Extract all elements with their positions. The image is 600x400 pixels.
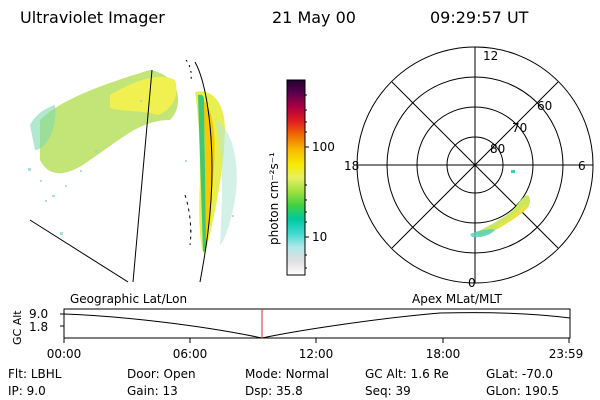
altitude-curve — [63, 312, 571, 339]
polar-label-6: 6 — [578, 159, 586, 173]
colorbar-units-label: photon cm⁻²s⁻¹ — [267, 152, 281, 245]
timeline-xtick-2359: 23:59 — [549, 347, 584, 361]
timeline-xtick-0000: 00:00 — [47, 347, 82, 361]
status-glon-value: 190.5 — [524, 384, 559, 398]
status-glon: GLon: 190.5 — [486, 384, 559, 398]
status-ip-value: 9.0 — [26, 384, 46, 398]
status-seq-key: Seq: — [365, 384, 392, 398]
timeline-axis-title: GC Alt — [11, 310, 24, 345]
colorbar-tick-100: 100 — [312, 140, 335, 154]
status-ip-key: IP: — [8, 384, 23, 398]
status-dsp: Dsp: 35.8 — [245, 384, 303, 398]
time-label: 09:29:57 UT — [430, 8, 529, 27]
status-gain: Gain: 13 — [127, 384, 178, 398]
status-glat-value: -70.0 — [521, 367, 553, 381]
timeline-ytick-bottom: 1.8 — [29, 320, 48, 334]
status-gcalt: GC Alt: 1.6 Re — [365, 367, 449, 381]
status-ip: IP: 9.0 — [8, 384, 46, 398]
polar-label-18: 18 — [344, 159, 359, 173]
status-mode-value: Normal — [285, 367, 329, 381]
status-dsp-key: Dsp: — [245, 384, 273, 398]
polar-label-lat-80: 80 — [490, 142, 505, 156]
polar-plot — [356, 46, 594, 284]
polar-label-12: 12 — [483, 49, 498, 63]
status-dsp-value: 35.8 — [275, 384, 303, 398]
right-panel-label: Apex MLat/MLT — [412, 292, 502, 306]
left-panel-label: Geographic Lat/Lon — [70, 292, 187, 306]
aurora-arc-right-core — [203, 100, 215, 250]
status-door: Door: Open — [127, 367, 196, 381]
status-door-value: Open — [163, 367, 196, 381]
polar-label-0: 0 — [468, 276, 476, 290]
status-mode-key: Mode: — [245, 367, 282, 381]
status-flt-value: LBHL — [30, 367, 62, 381]
status-gcalt-key: GC Alt: — [365, 367, 407, 381]
timeline-xtick-1200: 12:00 — [299, 347, 334, 361]
timeline-ytick-top: 9.0 — [29, 307, 48, 321]
instrument-title: Ultraviolet Imager — [20, 8, 165, 27]
colorbar-tick-10: 10 — [312, 230, 327, 244]
date-label: 21 May 00 — [272, 8, 356, 27]
status-gain-key: Gain: — [127, 384, 159, 398]
status-flt-key: Flt: — [8, 367, 27, 381]
status-gcalt-value: 1.6 Re — [410, 367, 449, 381]
aurora-core-left — [110, 76, 177, 115]
status-door-key: Door: — [127, 367, 160, 381]
timeline-xtick-1800: 18:00 — [426, 347, 461, 361]
polar-label-lat-60: 60 — [537, 99, 552, 113]
aurora-speckle-left — [30, 105, 56, 150]
status-flt: Flt: LBHL — [8, 367, 61, 381]
timeline-xtick-0600: 06:00 — [173, 347, 208, 361]
aurora-green-edge — [198, 94, 206, 252]
geographic-grid-lines — [29, 59, 213, 283]
geographic-image — [28, 59, 237, 283]
status-gain-value: 13 — [162, 384, 178, 398]
polar-aurora — [470, 170, 530, 238]
status-seq-value: 39 — [395, 384, 411, 398]
status-glon-key: GLon: — [486, 384, 521, 398]
timeline-axes — [60, 308, 571, 343]
noise-speckles — [28, 100, 234, 235]
status-glat: GLat: -70.0 — [486, 367, 553, 381]
status-mode: Mode: Normal — [245, 367, 329, 381]
aurora-faint-right — [215, 120, 237, 245]
colorbar — [286, 79, 306, 276]
status-glat-key: GLat: — [486, 367, 519, 381]
colorbar-ticks — [305, 94, 309, 269]
status-seq: Seq: 39 — [365, 384, 411, 398]
polar-label-lat-70: 70 — [512, 121, 527, 135]
